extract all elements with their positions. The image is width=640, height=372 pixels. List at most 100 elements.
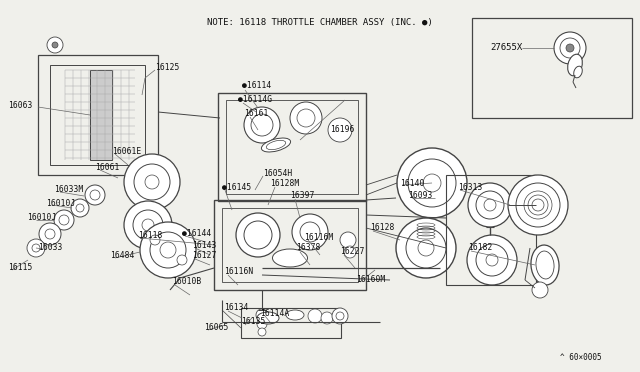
Circle shape xyxy=(321,312,333,324)
Circle shape xyxy=(468,183,512,227)
Circle shape xyxy=(236,213,280,257)
Ellipse shape xyxy=(261,138,291,152)
Bar xyxy=(90,70,112,160)
Circle shape xyxy=(150,235,160,245)
Circle shape xyxy=(76,204,84,212)
Text: 16065: 16065 xyxy=(204,324,228,333)
Circle shape xyxy=(244,221,272,249)
Circle shape xyxy=(150,232,186,268)
Circle shape xyxy=(532,282,548,298)
Circle shape xyxy=(52,42,58,48)
Text: 16061E: 16061E xyxy=(112,148,141,157)
Circle shape xyxy=(133,210,163,240)
Text: ^ 60×0005: ^ 60×0005 xyxy=(560,353,602,362)
Circle shape xyxy=(396,218,456,278)
Ellipse shape xyxy=(573,66,582,78)
Circle shape xyxy=(257,319,267,329)
Circle shape xyxy=(124,154,180,210)
Circle shape xyxy=(344,246,356,258)
Circle shape xyxy=(134,164,170,200)
Text: 16061: 16061 xyxy=(95,164,120,173)
Circle shape xyxy=(397,148,467,218)
Bar xyxy=(472,18,632,118)
Ellipse shape xyxy=(257,312,279,324)
Text: 16143: 16143 xyxy=(192,241,216,250)
Circle shape xyxy=(47,37,63,53)
Circle shape xyxy=(508,175,568,235)
Circle shape xyxy=(484,199,496,211)
Circle shape xyxy=(85,185,105,205)
Text: 16135: 16135 xyxy=(241,317,266,327)
Text: 16134: 16134 xyxy=(224,304,248,312)
Circle shape xyxy=(145,175,159,189)
Circle shape xyxy=(328,118,352,142)
Circle shape xyxy=(258,328,266,336)
Bar xyxy=(222,208,358,282)
Circle shape xyxy=(300,222,320,242)
Text: 16484: 16484 xyxy=(110,250,134,260)
Ellipse shape xyxy=(568,54,582,76)
Bar xyxy=(241,308,341,338)
Circle shape xyxy=(554,32,586,64)
Circle shape xyxy=(524,191,552,219)
Text: 16033: 16033 xyxy=(38,243,62,251)
Text: 16115: 16115 xyxy=(8,263,33,273)
Text: 16010J: 16010J xyxy=(27,214,56,222)
Text: 16128: 16128 xyxy=(370,224,394,232)
Circle shape xyxy=(45,229,55,239)
Text: 16161: 16161 xyxy=(244,109,268,119)
Bar xyxy=(38,55,158,175)
Text: NOTE: 16118 THROTTLE CHAMBER ASSY (INC. ●): NOTE: 16118 THROTTLE CHAMBER ASSY (INC. … xyxy=(207,17,433,26)
Text: 16063: 16063 xyxy=(8,100,33,109)
Circle shape xyxy=(39,223,61,245)
Circle shape xyxy=(476,191,504,219)
Text: 16397: 16397 xyxy=(290,192,314,201)
Circle shape xyxy=(90,190,100,200)
Ellipse shape xyxy=(266,140,285,150)
Bar xyxy=(214,200,366,290)
Bar xyxy=(446,175,536,285)
Text: 16033M: 16033M xyxy=(54,186,83,195)
Circle shape xyxy=(566,44,574,52)
Bar xyxy=(226,100,358,194)
Text: 16128M: 16128M xyxy=(270,180,300,189)
Circle shape xyxy=(406,228,446,268)
Circle shape xyxy=(336,312,344,320)
Bar xyxy=(50,65,145,165)
Text: 16313: 16313 xyxy=(458,183,483,192)
Text: 16010J: 16010J xyxy=(46,199,76,208)
Circle shape xyxy=(486,254,498,266)
Circle shape xyxy=(140,222,196,278)
Circle shape xyxy=(27,239,45,257)
Text: 16118: 16118 xyxy=(138,231,163,240)
Circle shape xyxy=(423,174,441,192)
Circle shape xyxy=(124,201,172,249)
Circle shape xyxy=(467,235,517,285)
Ellipse shape xyxy=(531,245,559,285)
Ellipse shape xyxy=(273,249,307,267)
Circle shape xyxy=(290,102,322,134)
Circle shape xyxy=(297,109,315,127)
Text: 16227: 16227 xyxy=(340,247,364,257)
Bar xyxy=(218,93,366,201)
Text: 16160M: 16160M xyxy=(356,276,385,285)
Text: 16010B: 16010B xyxy=(172,278,201,286)
Circle shape xyxy=(340,232,356,248)
Text: 16182: 16182 xyxy=(468,244,492,253)
Text: ●16114G: ●16114G xyxy=(238,96,272,105)
Circle shape xyxy=(142,219,154,231)
Circle shape xyxy=(251,114,273,136)
Text: ●16145: ●16145 xyxy=(222,183,252,192)
Circle shape xyxy=(408,159,456,207)
Circle shape xyxy=(292,214,328,250)
Circle shape xyxy=(71,199,89,217)
Text: 16378: 16378 xyxy=(296,244,321,253)
Ellipse shape xyxy=(536,251,554,279)
Circle shape xyxy=(476,244,508,276)
Circle shape xyxy=(177,255,187,265)
Circle shape xyxy=(332,308,348,324)
Circle shape xyxy=(532,199,544,211)
Circle shape xyxy=(528,195,548,215)
Text: 16054H: 16054H xyxy=(263,169,292,177)
Circle shape xyxy=(160,242,176,258)
